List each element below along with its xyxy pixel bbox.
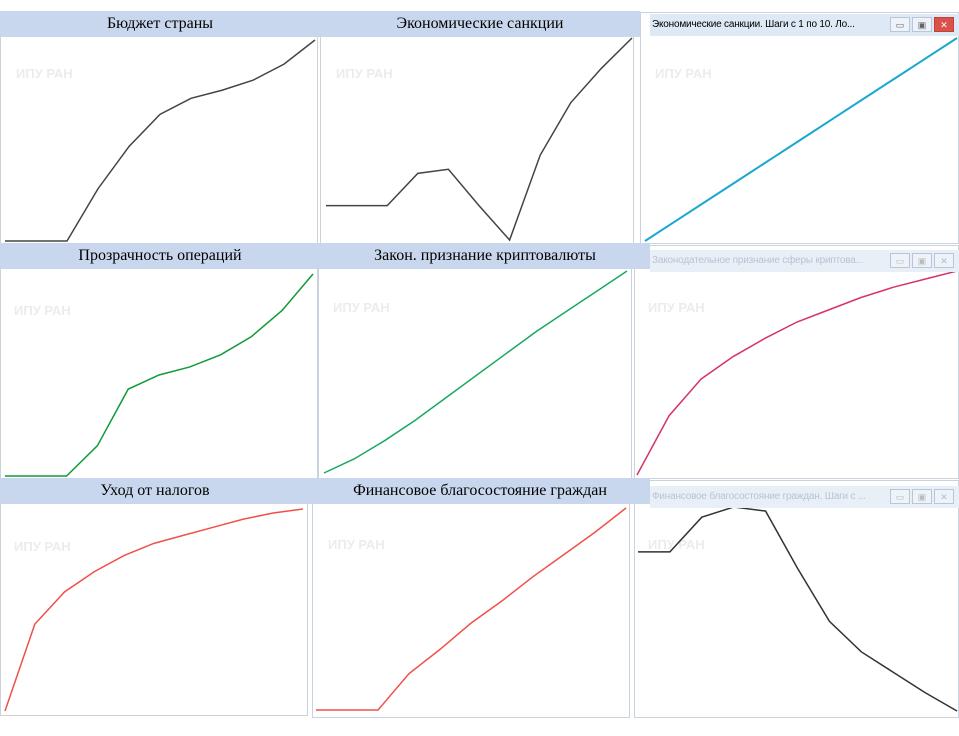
panel-tax-evasion <box>0 480 308 716</box>
panel-budget <box>0 12 318 244</box>
chart-title: Уход от налогов <box>100 482 210 499</box>
panel-sanctions-window <box>640 12 959 244</box>
watermark: ИПУ РАН <box>16 66 73 81</box>
panel-transparency <box>0 245 318 479</box>
series-line <box>316 507 627 711</box>
watermark: ИПУ РАН <box>336 66 393 81</box>
close-button[interactable]: ✕ <box>934 253 954 268</box>
series-line <box>636 270 958 476</box>
watermark: ИПУ РАН <box>655 66 712 81</box>
chart-title: Закон. признание криптовалюты <box>374 247 596 264</box>
window-title: Законодательное признание сферы криптова… <box>652 255 864 266</box>
title-band-row1 <box>0 11 640 37</box>
window-titlebar[interactable]: Финансовое благосостояние граждан. Шаги … <box>650 486 959 508</box>
chart-title: Прозрачность операций <box>78 247 242 264</box>
window-title: Экономические санкции. Шаги с 1 по 10. Л… <box>652 19 855 30</box>
maximize-button[interactable]: ▣ <box>912 489 932 504</box>
maximize-button[interactable]: ▣ <box>912 253 932 268</box>
chart-title: Экономические санкции <box>396 15 564 32</box>
chart-title: Бюджет страны <box>106 15 214 32</box>
watermark: ИПУ РАН <box>328 537 385 552</box>
panel-welfare <box>312 480 630 718</box>
window-title: Финансовое благосостояние граждан. Шаги … <box>652 491 866 502</box>
series-line <box>638 506 958 712</box>
series-line <box>5 39 316 242</box>
chart-title: Финансовое благосостояние граждан <box>353 482 607 499</box>
window-titlebar[interactable]: Экономические санкции. Шаги с 1 по 10. Л… <box>650 14 959 36</box>
series-line <box>4 508 304 712</box>
watermark: ИПУ РАН <box>14 539 71 554</box>
series-line <box>326 37 633 242</box>
maximize-button[interactable]: ▣ <box>912 17 932 32</box>
title-band-row2 <box>0 243 650 269</box>
window-titlebar[interactable]: Законодательное признание сферы криптова… <box>650 250 959 272</box>
close-button[interactable]: ✕ <box>934 489 954 504</box>
close-button[interactable]: ✕ <box>934 17 954 32</box>
panel-crypto-legal <box>318 245 632 479</box>
minimize-button[interactable]: ▭ <box>890 253 910 268</box>
watermark: ИПУ РАН <box>14 303 71 318</box>
series-line <box>323 270 628 474</box>
panel-welfare-window <box>634 480 959 718</box>
minimize-button[interactable]: ▭ <box>890 17 910 32</box>
title-band-row3 <box>0 478 650 504</box>
watermark: ИПУ РАН <box>333 300 390 315</box>
minimize-button[interactable]: ▭ <box>890 489 910 504</box>
watermark: ИПУ РАН <box>648 300 705 315</box>
